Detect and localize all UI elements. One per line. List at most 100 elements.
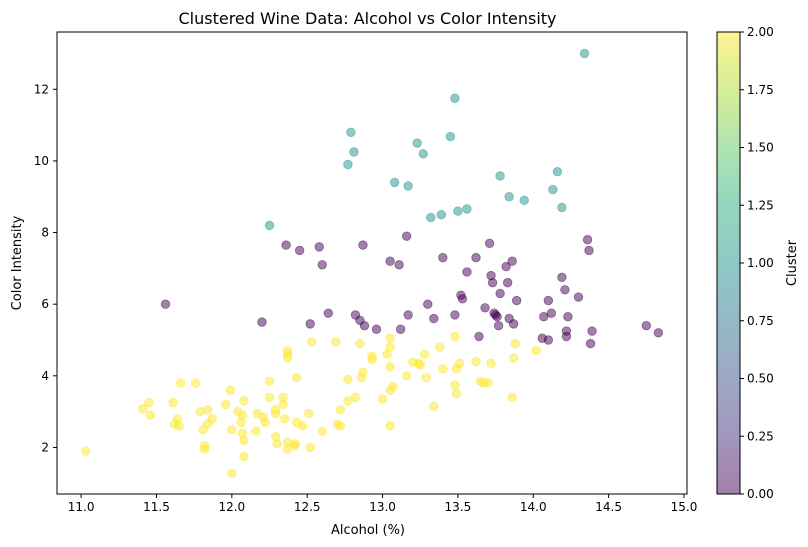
plot-area <box>80 48 664 478</box>
data-point-cluster-2 <box>454 358 465 368</box>
plot-frame <box>56 31 688 495</box>
data-point-cluster-2 <box>429 401 439 411</box>
data-point-cluster-2 <box>279 414 290 424</box>
data-point-cluster-0 <box>471 252 481 263</box>
colorbar-ticks: 0.00 0.25 0.50 0.75 1.00 1.25 1.50 1.75 2.00 <box>740 25 774 501</box>
data-point-cluster-0 <box>484 238 495 249</box>
x-tick-label: 11.0 <box>68 500 95 514</box>
data-point-cluster-2 <box>264 392 275 403</box>
y-tick-label: 10 <box>34 154 49 168</box>
data-point-cluster-2 <box>272 439 282 449</box>
data-point-cluster-2 <box>415 360 425 370</box>
data-point-cluster-0 <box>543 295 554 306</box>
y-tick-label: 12 <box>34 82 49 96</box>
data-point-cluster-2 <box>203 405 213 415</box>
data-point-cluster-2 <box>507 392 517 403</box>
data-point-cluster-2 <box>227 468 237 478</box>
colorbar-tick-label: 1.00 <box>747 256 774 270</box>
data-point-cluster-2 <box>385 421 395 431</box>
data-point-cluster-0 <box>429 313 439 324</box>
data-point-cluster-2 <box>290 440 300 451</box>
data-point-cluster-0 <box>502 278 513 288</box>
data-point-cluster-2 <box>221 399 231 410</box>
data-point-cluster-0 <box>584 245 594 256</box>
colorbar-tick-label: 0.50 <box>747 372 774 386</box>
data-point-cluster-1 <box>519 195 529 206</box>
data-point-cluster-2 <box>270 405 281 415</box>
data-point-cluster-0 <box>395 324 406 334</box>
y-tick-label: 6 <box>41 297 49 311</box>
data-point-cluster-2 <box>451 389 462 399</box>
chart-title: Clustered Wine Data: Alcohol vs Color In… <box>178 9 556 28</box>
data-point-cluster-1 <box>453 206 463 216</box>
data-point-cluster-1 <box>462 204 472 214</box>
axis-ticks: 11.0 11.5 12.0 12.5 13.0 13.5 14.0 14.5 15.0 2 4 6 8… <box>34 82 698 514</box>
data-point-cluster-0 <box>539 312 549 322</box>
data-point-cluster-0 <box>493 320 504 331</box>
data-point-cluster-0 <box>394 260 404 270</box>
data-point-cluster-2 <box>421 372 431 383</box>
data-point-cluster-0 <box>281 240 291 250</box>
data-point-cluster-0 <box>507 256 517 266</box>
colorbar-tick-label: 0.75 <box>747 314 774 328</box>
x-tick-label: 13.0 <box>369 500 396 514</box>
data-point-cluster-2 <box>174 421 184 431</box>
data-point-cluster-0 <box>323 308 333 318</box>
data-point-cluster-2 <box>297 421 308 431</box>
data-point-cluster-1 <box>426 212 436 223</box>
data-point-cluster-2 <box>335 421 346 431</box>
colorbar-tick-label: 1.50 <box>747 141 774 155</box>
data-point-cluster-2 <box>471 356 481 367</box>
data-point-cluster-1 <box>418 149 428 159</box>
data-point-cluster-1 <box>445 131 456 142</box>
data-point-cluster-1 <box>579 48 590 59</box>
data-point-cluster-1 <box>436 209 447 220</box>
data-point-cluster-2 <box>343 374 353 385</box>
data-point-cluster-2 <box>260 417 270 428</box>
x-axis-label: Alcohol (%) <box>331 523 405 538</box>
colorbar-tick-label: 1.75 <box>747 83 774 97</box>
data-point-cluster-2 <box>438 363 448 374</box>
data-point-cluster-2 <box>175 378 186 388</box>
x-tick-label: 14.0 <box>520 500 547 514</box>
data-point-cluster-0 <box>582 235 593 245</box>
data-point-cluster-2 <box>450 380 460 390</box>
data-point-cluster-0 <box>487 278 498 288</box>
colorbar-tick-label: 0.00 <box>747 487 774 501</box>
data-point-cluster-1 <box>343 159 353 170</box>
y-tick-label: 2 <box>41 440 49 454</box>
data-point-cluster-2 <box>420 349 430 360</box>
data-point-cluster-0 <box>641 320 652 331</box>
data-point-cluster-2 <box>237 410 248 420</box>
data-point-cluster-2 <box>282 444 293 454</box>
data-point-cluster-0 <box>495 288 505 299</box>
data-point-cluster-2 <box>401 371 412 381</box>
data-point-cluster-1 <box>389 177 400 188</box>
data-point-cluster-2 <box>144 397 154 408</box>
data-point-cluster-0 <box>294 245 305 256</box>
data-point-cluster-2 <box>80 446 91 456</box>
data-point-cluster-0 <box>587 326 597 336</box>
colorbar-tick-label: 2.00 <box>747 25 774 39</box>
data-point-cluster-0 <box>573 292 584 302</box>
data-point-cluster-2 <box>291 372 302 383</box>
data-point-cluster-1 <box>504 192 514 202</box>
data-point-cluster-1 <box>412 138 422 148</box>
data-point-cluster-2 <box>367 355 377 365</box>
data-point-cluster-0 <box>508 319 519 329</box>
x-tick-label: 12.5 <box>294 500 321 514</box>
data-point-cluster-2 <box>508 353 519 363</box>
data-point-cluster-2 <box>343 396 353 406</box>
data-point-cluster-2 <box>385 362 395 372</box>
data-point-cluster-2 <box>145 410 156 420</box>
data-point-cluster-0 <box>317 260 327 270</box>
data-point-cluster-0 <box>653 328 664 338</box>
data-point-cluster-0 <box>557 272 567 283</box>
data-point-cluster-0 <box>480 303 490 313</box>
data-point-cluster-0 <box>511 295 522 306</box>
data-point-cluster-0 <box>423 299 433 309</box>
data-point-cluster-2 <box>307 337 317 347</box>
data-point-cluster-0 <box>563 312 573 322</box>
